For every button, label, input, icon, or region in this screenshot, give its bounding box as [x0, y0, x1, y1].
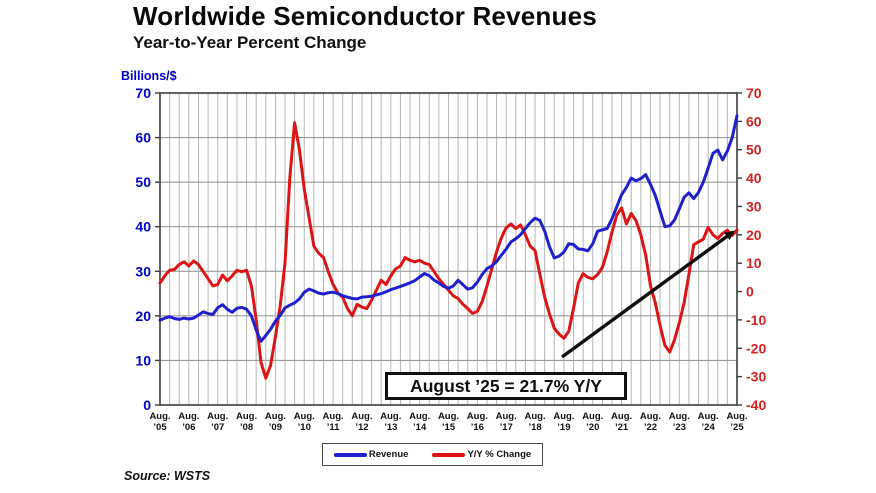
x-axis-tick-label: Aug. — [207, 411, 228, 422]
left-axis-tick-label: 50 — [135, 174, 151, 190]
right-axis-tick-label: 10 — [746, 255, 762, 271]
left-axis-tick-label: 0 — [143, 397, 151, 413]
x-axis-tick-label: ’07 — [211, 422, 224, 433]
left-axis-unit-label: Billions/$ — [121, 69, 177, 83]
annotation-box: August ’25 = 21.7% Y/Y — [385, 372, 627, 400]
left-axis: 0 10 20 30 40 50 60 70 — [135, 85, 160, 413]
x-axis-tick-label: Aug. — [294, 411, 315, 422]
left-axis-tick-label: 10 — [135, 352, 151, 368]
x-axis-tick-label: ’13 — [384, 422, 397, 433]
x-axis-tick-label: Aug. — [178, 411, 199, 422]
x-axis-tick-label: Aug. — [553, 411, 574, 422]
x-axis-tick-label: ’24 — [702, 422, 716, 433]
x-axis-tick-label: Aug. — [323, 411, 344, 422]
x-axis-tick-label: ’20 — [586, 422, 599, 433]
x-axis-tick-label: Aug. — [265, 411, 286, 422]
x-axis-tick-label: ’06 — [182, 422, 195, 433]
legend: Revenue Y/Y % Change — [322, 443, 543, 466]
revenue-line — [158, 114, 739, 343]
yoy-change-line — [158, 121, 739, 380]
legend-label-yoy: Y/Y % Change — [467, 449, 532, 460]
x-axis-tick-label: Aug. — [698, 411, 719, 422]
right-axis-tick-label: 50 — [746, 142, 762, 158]
x-axis-tick-label: Aug. — [380, 411, 401, 422]
right-axis-tick-label: 0 — [746, 284, 754, 300]
legend-item-revenue: Revenue — [333, 449, 409, 460]
x-axis-tick-label: ’11 — [327, 422, 340, 433]
right-axis-tick-label: 30 — [746, 198, 762, 214]
right-axis: -40 -30 -20 -10 0 10 20 30 40 50 60 70 — [737, 85, 766, 413]
x-axis-tick-label: Aug. — [236, 411, 257, 422]
x-axis-tick-label: Aug. — [611, 411, 632, 422]
x-axis-tick-label: ’17 — [500, 422, 513, 433]
left-axis-tick-label: 60 — [135, 130, 151, 146]
x-axis-labels: Aug.’05Aug.’06Aug.’07Aug.’08Aug.’09Aug.’… — [149, 411, 747, 433]
vertical-gridlines — [159, 93, 738, 405]
page-subtitle: Year-to-Year Percent Change — [133, 33, 367, 52]
right-axis-tick-label: -30 — [746, 369, 766, 385]
revenue-line-swatch — [333, 452, 367, 457]
x-axis-tick-label: ’09 — [269, 422, 282, 433]
left-axis-tick-label: 40 — [135, 219, 151, 235]
x-axis-tick-label: Aug. — [669, 411, 690, 422]
source-note: Source: WSTS — [124, 469, 211, 483]
x-axis-tick-label: Aug. — [726, 411, 747, 422]
left-axis-tick-label: 70 — [135, 85, 151, 101]
x-axis-tick-label: Aug. — [351, 411, 372, 422]
page-title: Worldwide Semiconductor Revenues — [133, 1, 597, 31]
right-axis-tick-label: 60 — [746, 113, 762, 129]
x-axis-tick-label: Aug. — [438, 411, 459, 422]
x-axis-tick-label: ’25 — [730, 422, 744, 433]
x-axis-tick-label: ’21 — [615, 422, 629, 433]
legend-label-revenue: Revenue — [368, 449, 409, 460]
x-axis-tick-label: Aug. — [467, 411, 488, 422]
right-axis-tick-label: 40 — [746, 170, 762, 186]
x-axis-tick-label: ’22 — [644, 422, 657, 433]
yoy-line-swatch — [432, 452, 466, 457]
x-axis-tick-label: ’15 — [442, 422, 456, 433]
x-axis-tick-label: ’19 — [557, 422, 570, 433]
left-axis-tick-label: 30 — [135, 263, 151, 279]
right-axis-tick-label: -10 — [746, 312, 766, 328]
right-axis-tick-label: 70 — [746, 85, 762, 101]
right-axis-tick-label: -40 — [746, 397, 766, 413]
legend-item-yoy: Y/Y % Change — [432, 449, 531, 460]
x-axis-tick-label: ’10 — [298, 422, 311, 433]
right-axis-tick-label: -20 — [746, 340, 766, 356]
x-axis-tick-label: Aug. — [496, 411, 517, 422]
right-axis-tick-label: 20 — [746, 227, 762, 243]
x-axis-tick-label: Aug. — [524, 411, 545, 422]
x-axis-tick-label: ’12 — [355, 422, 368, 433]
x-axis-tick-label: ’16 — [471, 422, 484, 433]
trend-arrow — [560, 230, 736, 359]
x-axis-tick-label: ’05 — [153, 422, 167, 433]
x-axis-tick-label: Aug. — [640, 411, 661, 422]
x-axis-tick-label: ’23 — [673, 422, 686, 433]
x-axis-tick-label: ’14 — [413, 422, 427, 433]
horizontal-gridlines — [160, 137, 737, 361]
x-axis-tick-label: Aug. — [409, 411, 430, 422]
left-axis-tick-label: 20 — [135, 308, 151, 324]
x-axis-tick-label: ’18 — [528, 422, 541, 433]
x-axis-tick-label: Aug. — [149, 411, 170, 422]
plot-frame — [159, 92, 738, 406]
x-axis-tick-label: ’08 — [240, 422, 253, 433]
x-axis-tick-label: Aug. — [582, 411, 603, 422]
annotation-text: August ’25 = 21.7% Y/Y — [410, 375, 602, 396]
